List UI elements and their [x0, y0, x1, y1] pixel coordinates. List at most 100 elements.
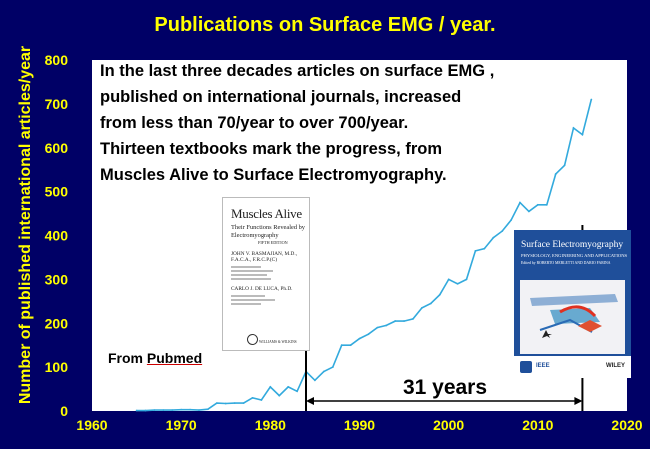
data-point — [322, 370, 325, 373]
y-tick-label: 300 — [45, 271, 69, 287]
y-tick-label: 100 — [45, 359, 69, 375]
fine-print — [231, 266, 309, 280]
data-point — [528, 210, 530, 213]
y-tick-label: 800 — [45, 52, 69, 68]
x-tick-label: 1980 — [255, 417, 286, 433]
book-title: Muscles Alive — [231, 206, 302, 221]
data-point — [447, 278, 450, 281]
data-point — [394, 320, 397, 322]
annotation-line: from less than 70/year to over 700/year. — [100, 114, 409, 132]
x-tick-label: 2010 — [522, 417, 553, 433]
publisher-footer: IEEE WILEY — [514, 356, 631, 378]
annotation-text: In the last three decades articles on su… — [100, 58, 560, 188]
data-point — [180, 408, 183, 411]
annotation-line: Muscles Alive to Surface Electromyograph… — [100, 166, 447, 184]
publications-series-line — [136, 99, 593, 412]
data-point — [260, 399, 263, 401]
data-point — [474, 249, 477, 252]
book-cover-muscles-alive: Muscles Alive Their Functions Revealed b… — [222, 197, 310, 351]
book-editors: Edited by ROBERTO MERLETTI AND DARIO FAR… — [521, 261, 631, 266]
data-point — [162, 409, 165, 412]
span-label: 31 years — [402, 376, 488, 399]
book-title: Surface Electromyography — [521, 240, 624, 250]
data-point — [367, 333, 370, 336]
data-point — [465, 278, 468, 281]
publisher-ieee: IEEE — [536, 363, 550, 369]
x-tick-label: 1990 — [344, 417, 375, 433]
editor-names: ROBERTO MERLETTI AND DARIO FARINA — [536, 261, 611, 265]
data-point — [135, 409, 138, 412]
data-point — [581, 133, 584, 136]
data-point — [572, 127, 575, 129]
data-point — [278, 394, 281, 397]
data-point — [545, 203, 548, 206]
data-point — [483, 247, 486, 250]
x-tick-label: 1970 — [166, 417, 197, 433]
data-point — [536, 203, 539, 206]
data-point — [376, 326, 379, 329]
data-point — [438, 293, 441, 296]
data-point — [269, 385, 272, 388]
y-tick-label: 400 — [45, 228, 69, 244]
data-point — [340, 344, 343, 347]
data-point — [501, 230, 504, 233]
arrow-left-icon — [306, 397, 314, 405]
data-point — [563, 164, 566, 167]
y-tick-label: 500 — [45, 184, 69, 200]
publisher-wiley: WILEY — [606, 363, 625, 369]
data-point — [153, 409, 156, 412]
data-point — [456, 282, 459, 285]
data-point — [519, 201, 521, 204]
data-point — [349, 344, 352, 347]
data-point — [189, 408, 191, 411]
y-tick-label: 0 — [60, 403, 68, 419]
data-point — [510, 219, 512, 222]
y-tick-label: 700 — [45, 96, 69, 112]
data-point — [251, 396, 254, 399]
x-tick-label: 2000 — [433, 417, 464, 433]
data-point — [554, 173, 557, 175]
chart-title: Publications on Surface EMG / year. — [154, 14, 496, 36]
data-point — [331, 366, 334, 369]
data-point — [385, 324, 388, 327]
y-tick-label: 200 — [45, 315, 69, 331]
data-point — [429, 302, 432, 305]
book-subtitle: Their Functions Revealed by Electromyogr… — [231, 224, 306, 239]
source-name: Pubmed — [146, 350, 203, 366]
book-cover-surface-electromyography: Surface Electromyography PHYSIOLOGY, ENG… — [514, 230, 631, 378]
edited-by-label: Edited by — [521, 261, 536, 265]
book-edition: FIFTH EDITION — [258, 240, 288, 245]
data-point — [314, 379, 316, 382]
book-author: CARLO J. DE LUCA, Ph.D. — [231, 286, 293, 292]
x-tick-label: 2020 — [611, 417, 642, 433]
annotation-line: In the last three decades articles on su… — [100, 62, 495, 80]
data-point — [224, 402, 227, 405]
book-author: JOHN V. BASMAJIAN, M.D., F.A.C.A., F.R.C… — [231, 251, 298, 263]
book-subtitle: PHYSIOLOGY, ENGINEERING AND APPLICATIONS — [521, 253, 628, 258]
x-tick-label: 1960 — [76, 417, 107, 433]
data-point — [207, 408, 209, 411]
arrow-right-icon — [574, 397, 583, 405]
cover-illustration — [520, 280, 625, 354]
data-point — [358, 337, 361, 340]
ieee-logo-icon — [520, 361, 532, 373]
cover-illustration-graphic — [530, 294, 618, 338]
fine-print — [231, 295, 309, 305]
data-point — [198, 409, 200, 412]
publisher-logo-icon — [247, 334, 258, 345]
source-note: From Pubmed — [108, 350, 202, 366]
data-point — [171, 409, 174, 412]
data-point — [492, 236, 495, 239]
data-point — [242, 402, 245, 405]
data-point — [412, 317, 414, 320]
annotation-line: Thirteen textbooks mark the progress, fr… — [100, 140, 442, 158]
data-point — [590, 98, 593, 101]
data-point — [403, 320, 405, 322]
data-point — [421, 306, 423, 309]
data-point — [233, 402, 236, 405]
data-point — [296, 390, 298, 393]
annotation-line: published on international journals, inc… — [100, 88, 462, 106]
book-publisher: WILLIAMS & WILKINS — [259, 340, 297, 344]
y-tick-label: 600 — [45, 140, 69, 156]
data-point — [215, 402, 218, 405]
